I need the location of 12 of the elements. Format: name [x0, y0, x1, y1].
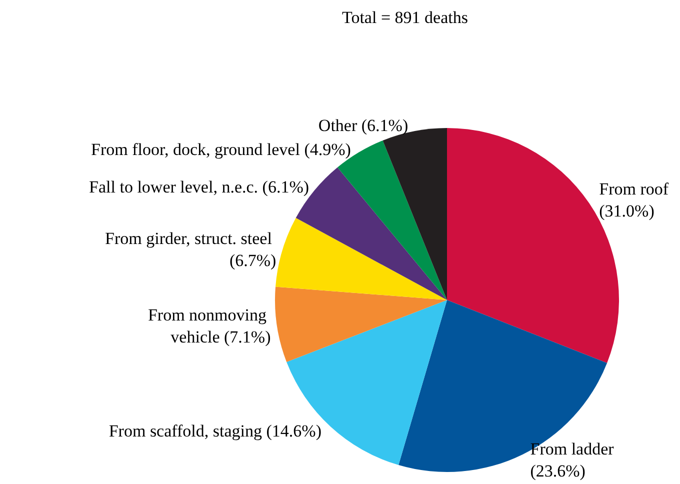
data-label: (31.0%): [599, 201, 654, 220]
chart-title: Total = 891 deaths: [342, 8, 468, 27]
slice-label: Fall to lower level, n.e.c. (6.1%): [89, 177, 310, 196]
slice-label: From scaffold, staging (14.6%): [108, 421, 322, 440]
slice-label: From roof: [599, 179, 673, 198]
slice-label: From nonmoving vehicle (7.1%): [148, 305, 271, 346]
slice-label: From floor, dock, ground level (4.9%): [90, 140, 351, 159]
slice-label: From ladder: [530, 439, 618, 458]
slice-label: From girder, struct. steel: [105, 229, 276, 248]
data-label: (23.6%): [530, 461, 586, 480]
slice-label: Other (6.1%): [318, 116, 408, 135]
data-label: (6.7%): [229, 251, 276, 270]
